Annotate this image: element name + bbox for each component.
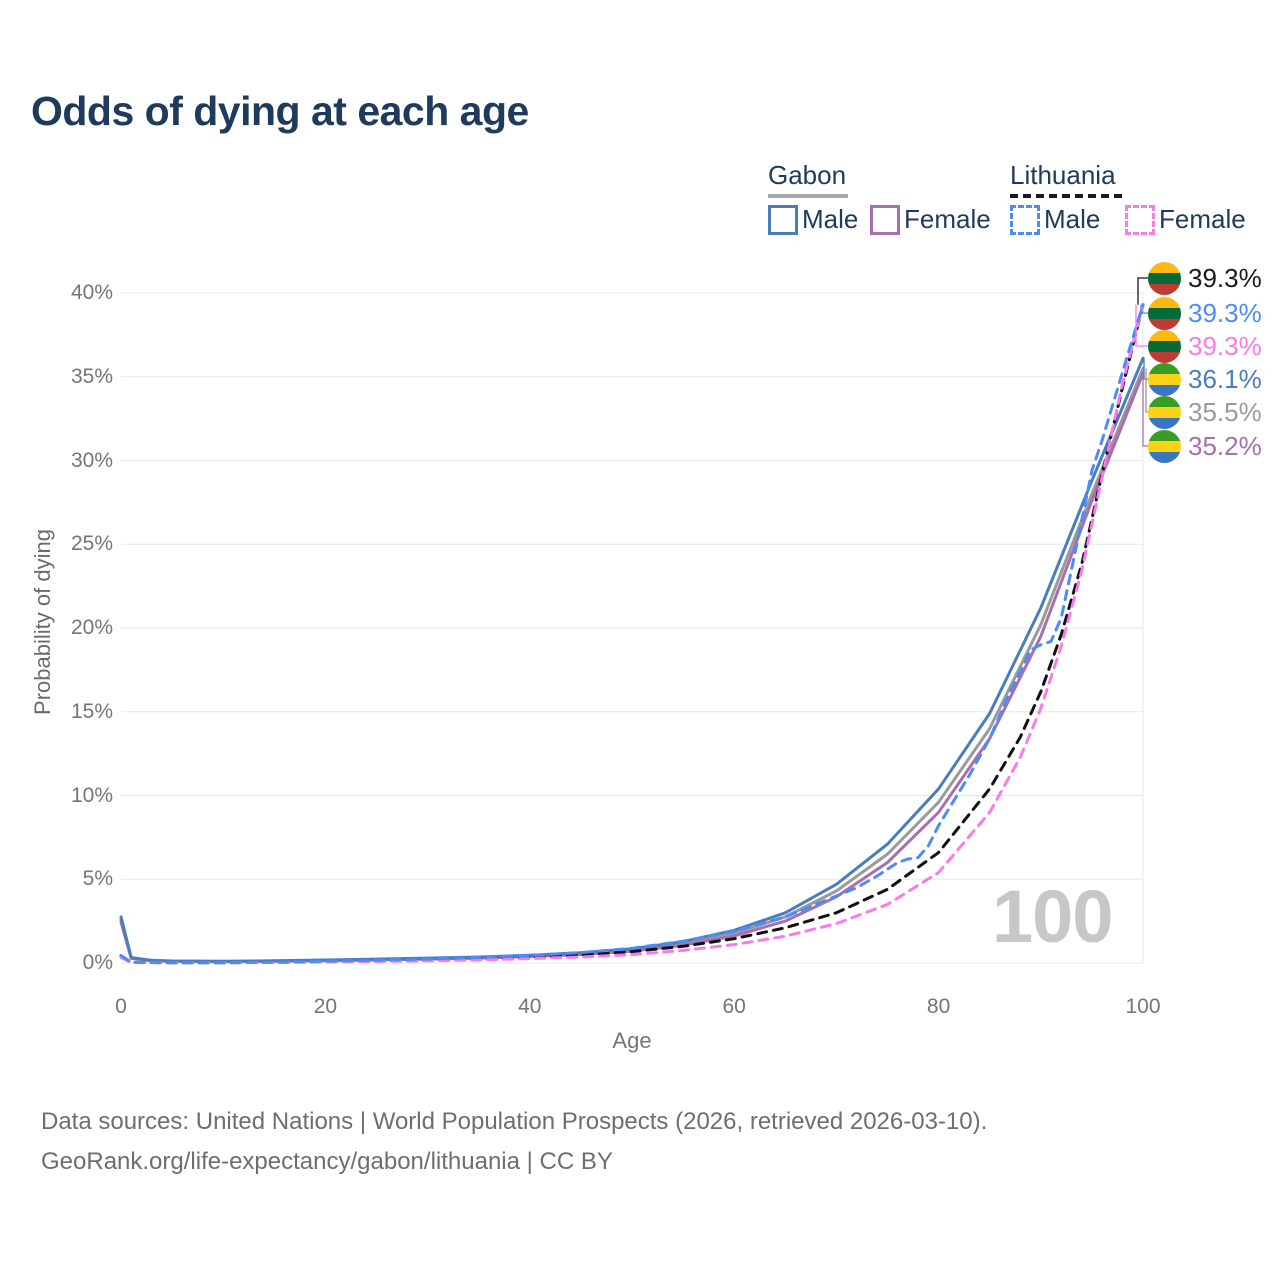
series-line-gabon-female[interactable]	[119, 371, 1145, 964]
lithuania-dashed-line-sample	[1010, 194, 1122, 198]
end-label-value: 39.3%	[1188, 262, 1262, 293]
end-label-value: 35.2%	[1188, 430, 1262, 461]
legend-swatch-lithuania-male[interactable]	[1010, 205, 1040, 235]
y-tick-15: 15%	[70, 699, 113, 723]
leader-line-lithuania-female	[1135, 304, 1148, 347]
series-line-lithuania-total[interactable]	[119, 303, 1145, 965]
leader-line-lithuania-male	[1140, 304, 1148, 314]
lithuania-flag-icon	[1148, 329, 1181, 363]
leader-line-gabon-female	[1142, 373, 1148, 447]
y-tick-40: 40%	[70, 281, 113, 304]
legend-label-gabon-female[interactable]: Female	[904, 204, 991, 234]
end-label-lithuania-male: 39.3%	[1148, 296, 1262, 330]
gabon-flag-icon	[1148, 362, 1181, 396]
legend-label-lithuania-female[interactable]: Female	[1159, 204, 1246, 234]
data-sources-text: Data sources: United Nations | World Pop…	[41, 1108, 988, 1135]
end-label-value: 35.5%	[1188, 396, 1262, 427]
end-label-value: 39.3%	[1188, 297, 1262, 328]
lithuania-flag-icon	[1148, 261, 1181, 295]
gabon-flag-icon	[1148, 429, 1181, 463]
leader-line-gabon-total	[1145, 368, 1148, 413]
y-tick-30: 30%	[70, 448, 113, 472]
y-tick-35: 35%	[70, 364, 113, 388]
y-tick-20: 20%	[70, 616, 113, 639]
legend-group-gabon[interactable]: Gabon	[768, 160, 847, 190]
page-title: Odds of dying at each age	[31, 88, 529, 134]
end-label-gabon-male: 36.1%	[1148, 362, 1262, 396]
gabon-solid-line-sample	[768, 194, 848, 198]
y-tick-10: 10%	[70, 783, 113, 807]
legend-swatch-gabon-male[interactable]	[768, 205, 798, 235]
x-tick-80: 80	[926, 995, 951, 1018]
y-tick-25: 25%	[70, 532, 113, 556]
end-label-lithuania-female: 39.3%	[1148, 329, 1262, 363]
x-tick-0: 0	[115, 995, 127, 1018]
x-tick-20: 20	[313, 995, 338, 1018]
attribution-link-text[interactable]: GeoRank.org/life-expectancy/gabon/lithua…	[41, 1148, 613, 1175]
legend-swatch-lithuania-female[interactable]	[1125, 205, 1155, 235]
lithuania-flag-icon	[1148, 296, 1181, 330]
leader-line-gabon-male	[1143, 358, 1148, 380]
legend-group-lithuania[interactable]: Lithuania	[1010, 160, 1116, 190]
end-label-gabon-total: 35.5%	[1148, 395, 1262, 429]
series-line-lithuania-male[interactable]	[119, 303, 1145, 965]
legend-label-lithuania-male[interactable]: Male	[1044, 204, 1101, 234]
y-tick-0: 0%	[82, 951, 113, 974]
series-line-gabon-total[interactable]	[119, 366, 1145, 963]
series-line-gabon-male[interactable]	[119, 356, 1145, 963]
legend-swatch-gabon-female[interactable]	[870, 205, 900, 235]
gabon-flag-icon	[1148, 395, 1181, 429]
x-tick-60: 60	[722, 995, 746, 1018]
y-axis-title: Probability of dying	[30, 529, 55, 715]
x-tick-40: 40	[518, 995, 542, 1018]
leader-line-lithuania-total	[1137, 277, 1148, 305]
x-tick-100: 100	[1125, 995, 1161, 1018]
series-line-lithuania-female[interactable]	[119, 303, 1145, 965]
age-watermark: 100	[992, 875, 1113, 958]
end-label-lithuania-total: 39.3%	[1148, 261, 1262, 295]
legend-label-gabon-male[interactable]: Male	[802, 204, 859, 234]
y-tick-5: 5%	[82, 867, 113, 891]
end-label-gabon-female: 35.2%	[1148, 429, 1262, 463]
end-label-value: 39.3%	[1188, 330, 1262, 361]
end-label-value: 36.1%	[1188, 363, 1262, 394]
x-axis-title: Age	[612, 1028, 652, 1053]
